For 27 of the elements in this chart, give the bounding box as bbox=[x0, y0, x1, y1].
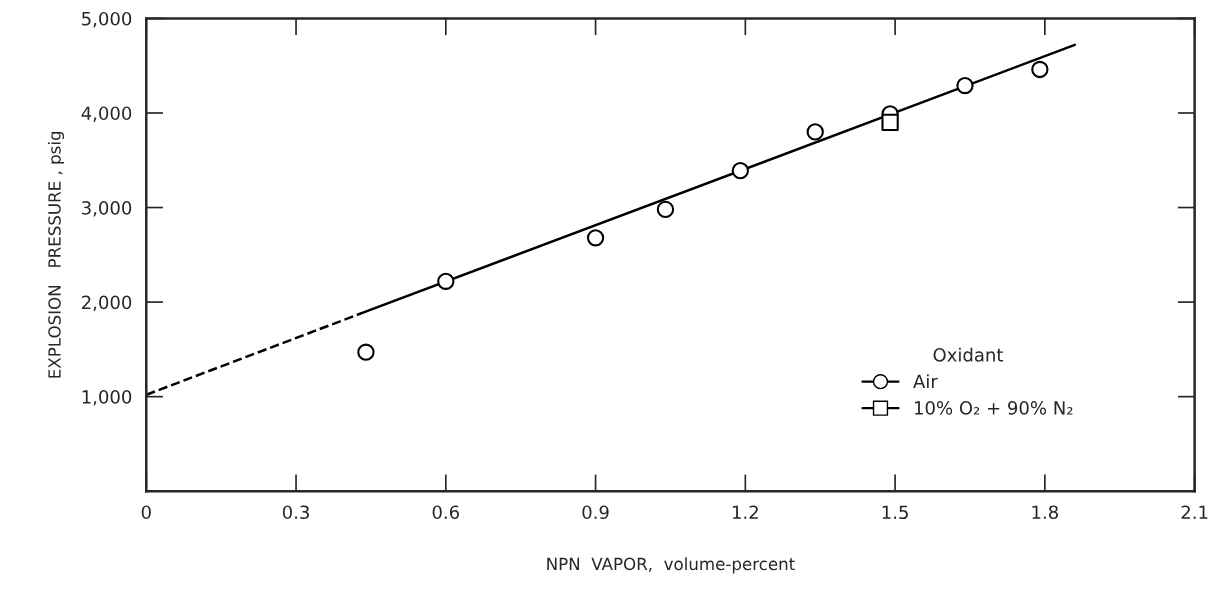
point bbox=[586, 229, 605, 247]
point bbox=[1031, 60, 1049, 79]
x-tick-label: 1.2 bbox=[732, 505, 758, 519]
y-tick-label: 2,000 bbox=[82, 295, 132, 312]
legend-title: Oxidant bbox=[933, 347, 1004, 362]
point bbox=[656, 200, 675, 219]
legend-label: 10% O₂ + 90% N₂ bbox=[914, 401, 1073, 415]
point bbox=[357, 343, 375, 361]
x-tick-label: 0 bbox=[141, 505, 151, 520]
point bbox=[437, 272, 455, 290]
point bbox=[881, 113, 899, 132]
y-tick-label: 4,000 bbox=[81, 106, 132, 122]
legend-label: Air bbox=[913, 374, 938, 388]
x-axis-title: NPN VAPOR, volume-percent bbox=[547, 557, 795, 574]
x-tick-label: 1.8 bbox=[1032, 505, 1058, 520]
y-axis-title: EXPLOSION PRESSURE , psig bbox=[47, 131, 65, 378]
point bbox=[731, 162, 749, 180]
y-tick-label: 1,000 bbox=[82, 390, 132, 406]
x-tick-label: 1.5 bbox=[882, 505, 908, 520]
point bbox=[806, 123, 824, 141]
y-tick-label: 5,000 bbox=[82, 11, 132, 28]
x-tick-label: 0.3 bbox=[282, 505, 309, 520]
x-tick-label: 0.6 bbox=[432, 505, 460, 520]
x-tick-label: 2.1 bbox=[1181, 505, 1208, 519]
x-tick-label: 0.9 bbox=[582, 505, 609, 520]
point bbox=[956, 76, 974, 95]
y-tick-label: 3,000 bbox=[82, 200, 132, 217]
